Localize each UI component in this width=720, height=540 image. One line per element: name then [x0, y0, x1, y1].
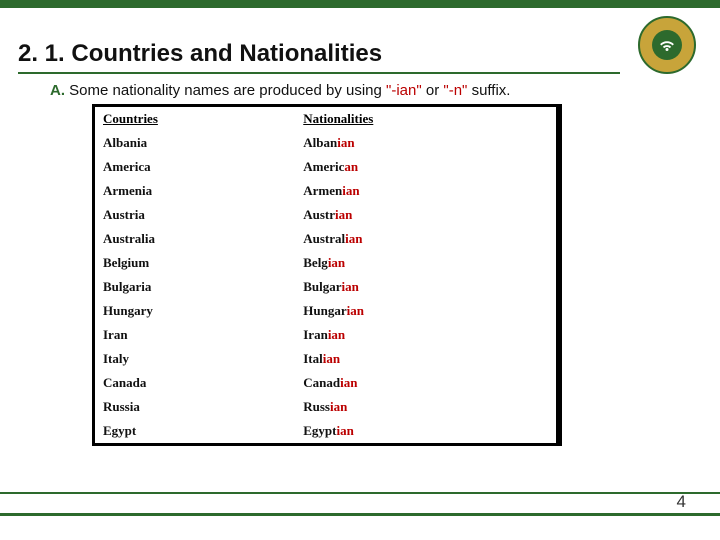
country-cell: Italy — [103, 351, 303, 367]
table-row: EgyptEgyptian — [95, 419, 556, 443]
nationality-base: Russ — [303, 399, 330, 414]
country-cell: Hungary — [103, 303, 303, 319]
suffix-ian: "-ian" — [386, 82, 422, 99]
table-row: BulgariaBulgarian — [95, 275, 556, 299]
table-row: AlbaniaAlbanian — [95, 131, 556, 155]
nationality-suffix: ian — [340, 375, 357, 390]
table-row: AustriaAustrian — [95, 203, 556, 227]
nationality-cell: Egyptian — [303, 423, 548, 439]
subtitle: A. Some nationality names are produced b… — [50, 82, 510, 99]
country-cell: Canada — [103, 375, 303, 391]
table-row: RussiaRussian — [95, 395, 556, 419]
country-cell: Armenia — [103, 183, 303, 199]
nationality-cell: Hungarian — [303, 303, 548, 319]
country-cell: Bulgaria — [103, 279, 303, 295]
country-cell: Belgium — [103, 255, 303, 271]
nationality-suffix: ian — [328, 327, 345, 342]
page-title: 2. 1. Countries and Nationalities — [18, 40, 620, 70]
country-cell: Australia — [103, 231, 303, 247]
table-row: BelgiumBelgian — [95, 251, 556, 275]
nationality-base: Armen — [303, 183, 342, 198]
subtitle-body: Some nationality names are produced by u… — [69, 82, 382, 99]
nationality-base: Austral — [303, 231, 345, 246]
nationality-base: Alban — [303, 135, 337, 150]
suffix-n: "-n" — [443, 82, 467, 99]
nationality-suffix: ian — [342, 183, 359, 198]
table-row: AmericaAmerican — [95, 155, 556, 179]
nationality-suffix: an — [344, 159, 358, 174]
nationality-suffix: ian — [342, 279, 359, 294]
nationality-cell: Italian — [303, 351, 548, 367]
subtitle-mid: or — [426, 82, 439, 99]
wifi-icon — [658, 36, 676, 54]
country-cell: America — [103, 159, 303, 175]
table-row: ArmeniaArmenian — [95, 179, 556, 203]
table-header-row: Countries Nationalities — [95, 107, 556, 131]
nationality-suffix: ian — [347, 303, 364, 318]
nationality-base: Austr — [303, 207, 335, 222]
title-underline — [18, 72, 620, 74]
header-nationalities: Nationalities — [303, 111, 548, 127]
nationality-cell: American — [303, 159, 548, 175]
nationality-base: Bulgar — [303, 279, 341, 294]
nationality-base: Iran — [303, 327, 328, 342]
country-cell: Russia — [103, 399, 303, 415]
nationality-cell: Albanian — [303, 135, 548, 151]
nationality-base: Canad — [303, 375, 340, 390]
nationality-suffix: ian — [330, 399, 347, 414]
top-stripe — [0, 0, 720, 8]
nationality-suffix: ian — [328, 255, 345, 270]
nationality-base: Hungar — [303, 303, 346, 318]
nationality-suffix: ian — [337, 135, 354, 150]
nationality-suffix: ian — [345, 231, 362, 246]
nationality-base: Egypt — [303, 423, 336, 438]
nationality-suffix: ian — [336, 423, 353, 438]
nationality-cell: Belgian — [303, 255, 548, 271]
table-body: AlbaniaAlbanianAmericaAmericanArmeniaArm… — [95, 131, 556, 443]
header-countries: Countries — [103, 111, 303, 127]
nationality-suffix: ian — [323, 351, 340, 366]
nationality-cell: Austrian — [303, 207, 548, 223]
table-row: HungaryHungarian — [95, 299, 556, 323]
country-cell: Austria — [103, 207, 303, 223]
nationality-base: Ital — [303, 351, 323, 366]
nationality-cell: Russian — [303, 399, 548, 415]
page-number: 4 — [677, 492, 686, 512]
table-row: AustraliaAustralian — [95, 227, 556, 251]
bottom-rule-thick — [0, 513, 720, 516]
country-cell: Egypt — [103, 423, 303, 439]
nationality-suffix: ian — [335, 207, 352, 222]
country-cell: Albania — [103, 135, 303, 151]
nationality-base: Belg — [303, 255, 328, 270]
nationality-cell: Iranian — [303, 327, 548, 343]
table-row: ItalyItalian — [95, 347, 556, 371]
institution-logo — [638, 16, 696, 74]
subtitle-lead: A. — [50, 82, 65, 99]
nationality-cell: Canadian — [303, 375, 548, 391]
title-block: 2. 1. Countries and Nationalities — [18, 40, 620, 74]
subtitle-tail: suffix. — [472, 82, 511, 99]
nationality-cell: Australian — [303, 231, 548, 247]
nationality-cell: Bulgarian — [303, 279, 548, 295]
bottom-rule-thin — [0, 492, 720, 494]
countries-table: Countries Nationalities AlbaniaAlbanianA… — [92, 104, 562, 446]
nationality-cell: Armenian — [303, 183, 548, 199]
country-cell: Iran — [103, 327, 303, 343]
table-row: IranIranian — [95, 323, 556, 347]
table-row: CanadaCanadian — [95, 371, 556, 395]
nationality-base: Americ — [303, 159, 344, 174]
